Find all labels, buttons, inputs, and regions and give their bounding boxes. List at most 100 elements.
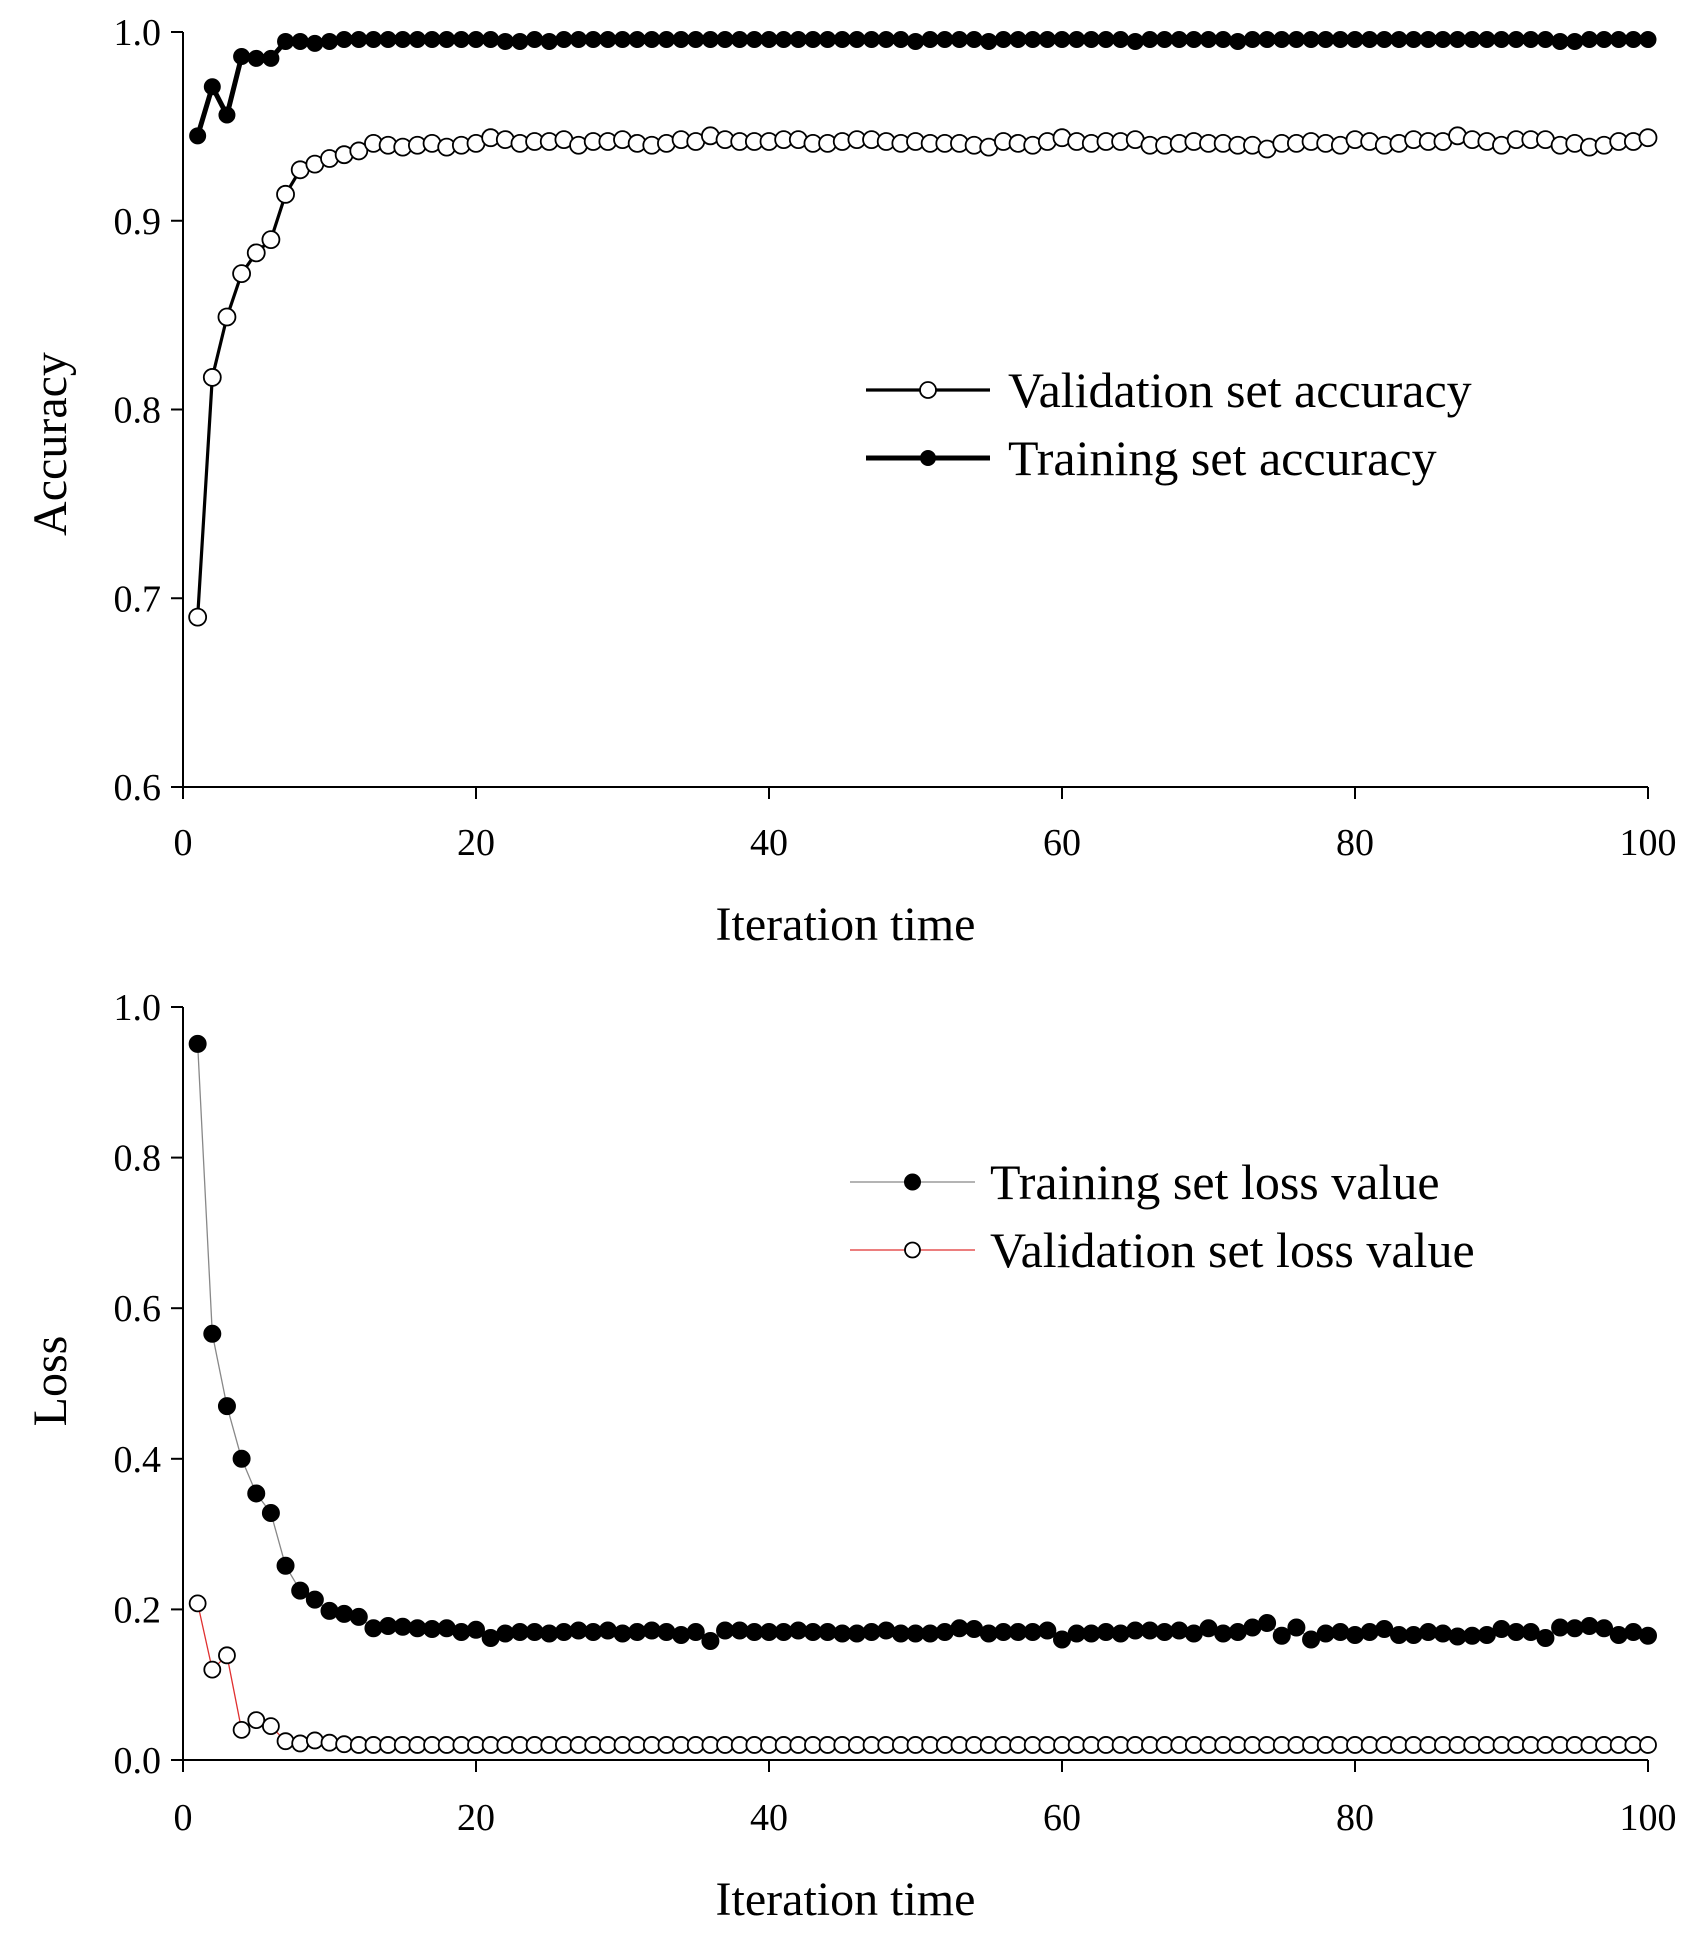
data-point xyxy=(482,31,500,49)
data-point xyxy=(1434,31,1452,49)
data-point xyxy=(672,1736,690,1754)
y-tick-label: 1.0 xyxy=(114,12,162,54)
data-point xyxy=(1390,31,1408,49)
data-point xyxy=(1492,1619,1511,1638)
data-point xyxy=(1156,31,1174,49)
data-point xyxy=(511,1736,529,1754)
data-point xyxy=(1638,128,1658,148)
data-point xyxy=(1463,1736,1482,1754)
legend-marker xyxy=(919,381,937,399)
data-point xyxy=(760,31,778,49)
data-point xyxy=(262,49,280,67)
y-tick-label: 0.6 xyxy=(114,767,162,809)
x-tick-label: 0 xyxy=(174,1797,193,1839)
data-point xyxy=(1404,1736,1423,1754)
series-0 xyxy=(188,1034,1657,1651)
data-point xyxy=(950,1736,969,1754)
data-point xyxy=(1287,1618,1306,1637)
data-point xyxy=(1404,1626,1423,1645)
data-point xyxy=(936,31,954,49)
data-point xyxy=(276,184,295,204)
data-point xyxy=(1141,31,1159,49)
data-point xyxy=(1258,1613,1277,1632)
data-point xyxy=(467,31,485,49)
legend-label: Training set loss value xyxy=(990,1154,1440,1210)
data-point xyxy=(276,1732,295,1751)
data-point xyxy=(804,1736,822,1754)
data-point xyxy=(189,127,207,145)
data-point xyxy=(1097,31,1115,49)
legend-label: Validation set loss value xyxy=(990,1222,1475,1278)
data-point xyxy=(1463,31,1481,49)
data-point xyxy=(628,31,646,49)
series-line xyxy=(195,37,1648,137)
data-point xyxy=(1419,1736,1438,1754)
data-point xyxy=(994,31,1012,49)
data-point xyxy=(1273,31,1291,49)
data-point xyxy=(686,1622,705,1641)
data-point xyxy=(1551,1736,1569,1754)
data-point xyxy=(921,31,939,49)
data-point xyxy=(1243,31,1261,49)
data-point xyxy=(1639,1736,1657,1754)
data-point xyxy=(848,1736,866,1754)
data-point xyxy=(1419,31,1437,49)
data-point xyxy=(379,1736,398,1754)
data-point xyxy=(672,1626,691,1645)
data-point xyxy=(452,31,470,49)
data-point xyxy=(833,1736,852,1754)
x-tick-label: 100 xyxy=(1620,822,1677,864)
data-point xyxy=(1082,31,1100,49)
data-point xyxy=(1009,31,1027,49)
data-point xyxy=(203,1660,222,1679)
data-point xyxy=(540,32,558,50)
data-point xyxy=(261,1717,280,1736)
legend-marker xyxy=(904,1241,921,1259)
data-point xyxy=(1565,1736,1584,1754)
data-point xyxy=(979,1736,998,1754)
data-point xyxy=(481,1736,500,1754)
y-tick-label: 0.8 xyxy=(114,390,162,432)
y-axis-title: Accuracy xyxy=(24,352,77,536)
data-point xyxy=(657,1736,676,1754)
x-tick-label: 0 xyxy=(174,822,193,864)
data-point xyxy=(202,368,222,387)
data-point xyxy=(321,32,338,50)
data-point xyxy=(452,1736,471,1754)
data-point xyxy=(188,1594,207,1613)
data-point xyxy=(261,1504,280,1523)
data-point xyxy=(1170,1736,1189,1754)
data-point xyxy=(364,31,382,49)
data-point xyxy=(306,34,324,52)
data-point xyxy=(1536,1736,1555,1754)
x-tick-label: 60 xyxy=(1043,1797,1081,1839)
data-point xyxy=(994,1736,1013,1754)
data-point xyxy=(188,1034,207,1053)
data-point xyxy=(496,32,514,50)
data-point xyxy=(305,1731,324,1750)
data-point xyxy=(1331,31,1349,49)
data-point xyxy=(1141,1736,1159,1754)
data-point xyxy=(467,1736,485,1754)
x-axis-title: Iteration time xyxy=(716,898,976,951)
data-point xyxy=(1493,31,1510,49)
data-point xyxy=(1199,1736,1218,1754)
data-point xyxy=(1346,1626,1364,1645)
data-point xyxy=(1507,31,1525,49)
data-point xyxy=(1023,1736,1042,1754)
data-point xyxy=(291,32,309,50)
data-point xyxy=(1272,1736,1291,1754)
data-point xyxy=(218,106,236,124)
data-point xyxy=(1595,1736,1613,1754)
data-point xyxy=(526,31,544,49)
data-point xyxy=(1624,1736,1643,1754)
data-point xyxy=(1126,32,1144,50)
data-point xyxy=(349,141,369,161)
data-point xyxy=(1492,1736,1511,1754)
x-tick-label: 20 xyxy=(457,1797,495,1839)
y-tick-label: 0.6 xyxy=(114,1288,162,1330)
data-point xyxy=(1609,1626,1628,1645)
data-point xyxy=(1405,31,1423,49)
data-point xyxy=(1126,1736,1145,1754)
